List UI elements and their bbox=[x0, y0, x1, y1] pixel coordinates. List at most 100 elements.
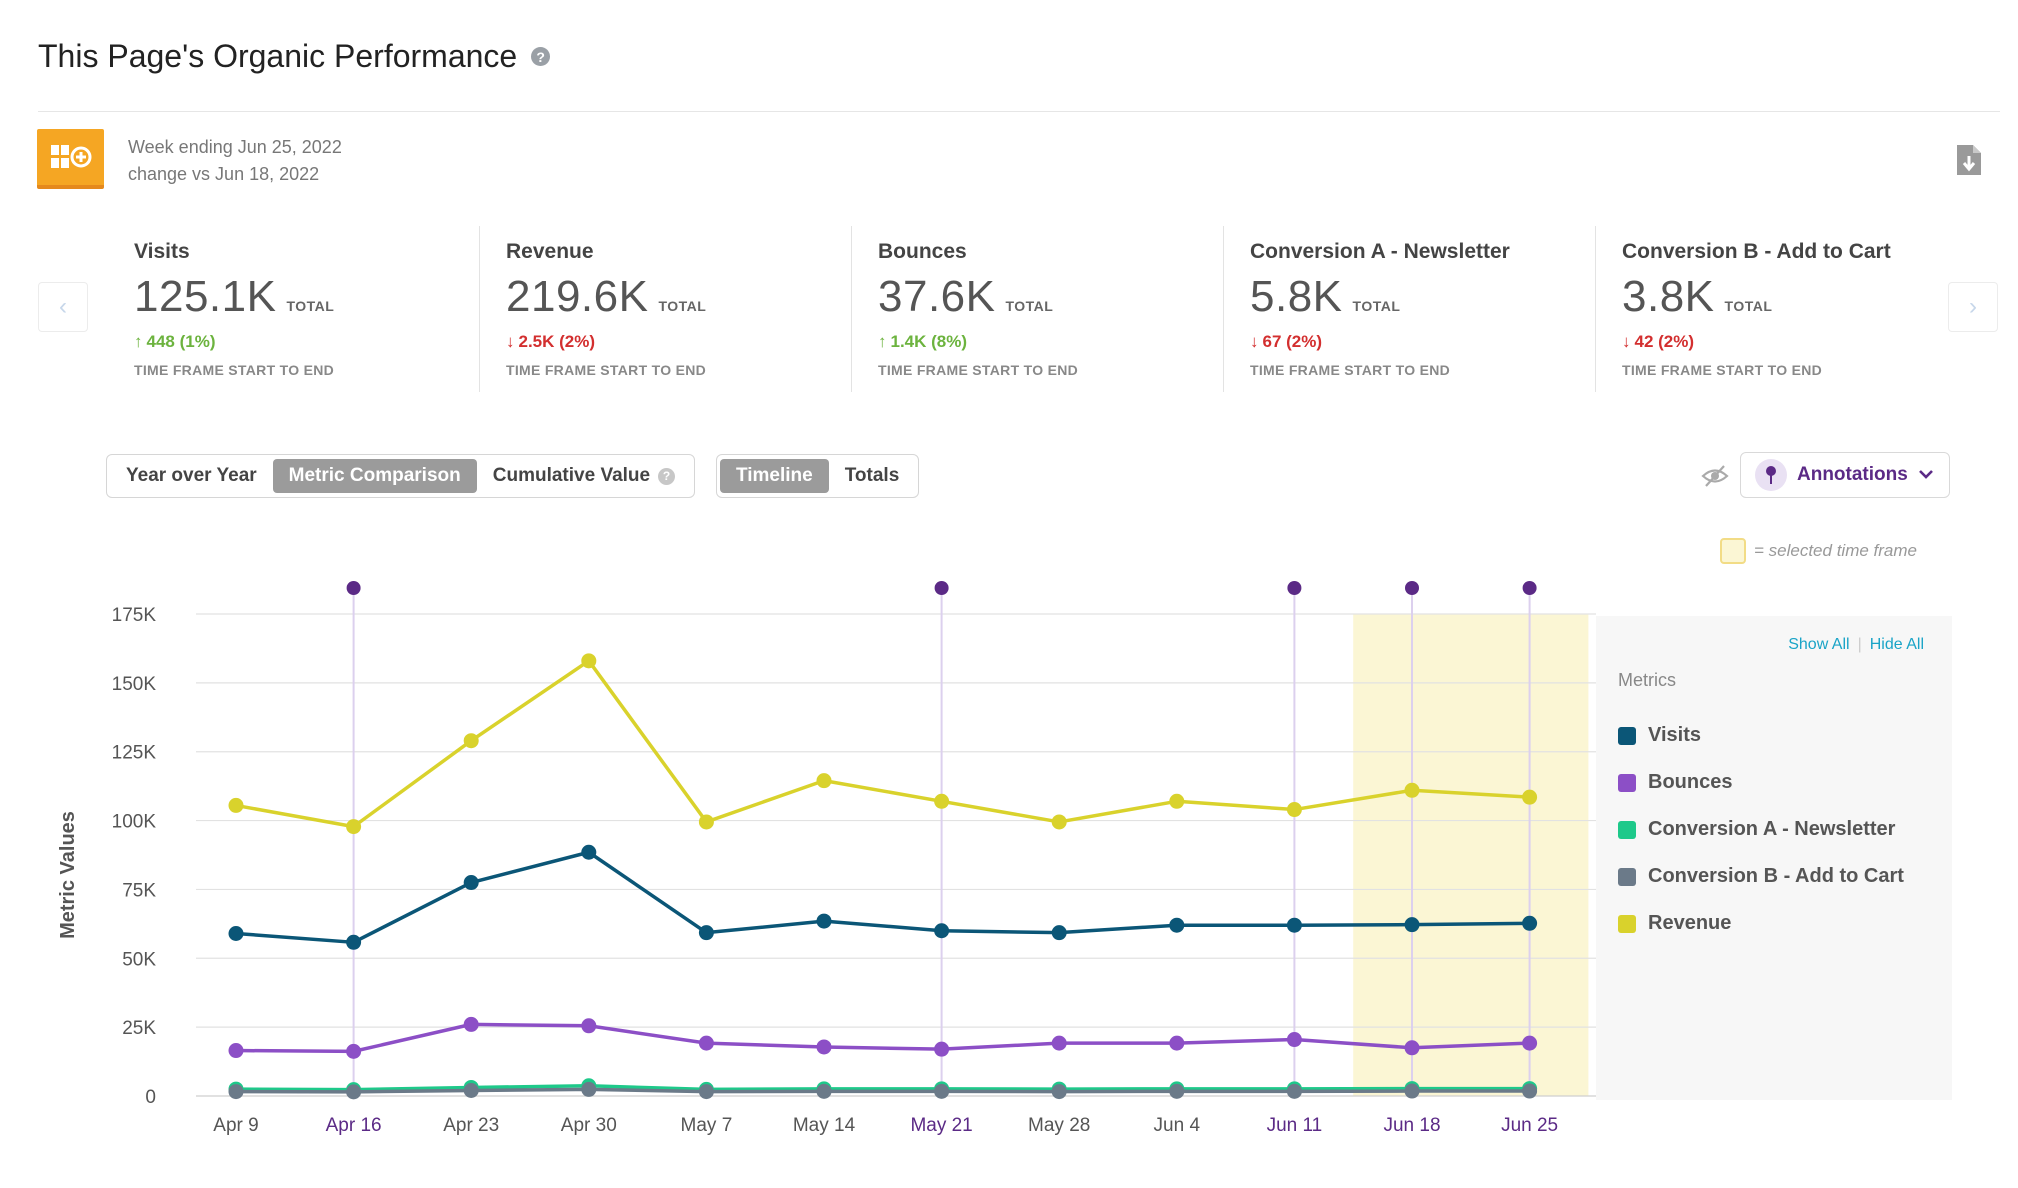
data-point-visits[interactable] bbox=[1286, 917, 1302, 933]
data-point-conversion-b-add-to-cart[interactable] bbox=[463, 1082, 479, 1098]
legend-label: Bounces bbox=[1648, 771, 1733, 793]
data-point-revenue[interactable] bbox=[346, 819, 362, 835]
data-point-visits[interactable] bbox=[463, 875, 479, 891]
tab-timeline[interactable]: Timeline bbox=[720, 459, 829, 493]
data-point-revenue[interactable] bbox=[1404, 782, 1420, 798]
data-point-bounces[interactable] bbox=[1404, 1040, 1420, 1056]
x-tick-label: Apr 9 bbox=[213, 1115, 258, 1136]
data-point-conversion-b-add-to-cart[interactable] bbox=[1169, 1083, 1185, 1099]
arrow-up-icon: ↑ bbox=[878, 332, 887, 351]
y-tick-label: 75K bbox=[122, 880, 156, 901]
legend-item-conversion-a[interactable]: Conversion A - Newsletter bbox=[1618, 806, 1904, 853]
legend-label: Revenue bbox=[1648, 912, 1732, 934]
timeframe-swatch bbox=[1720, 538, 1746, 564]
data-point-conversion-b-add-to-cart[interactable] bbox=[934, 1083, 950, 1099]
data-point-visits[interactable] bbox=[1522, 915, 1538, 931]
kpi-total-label: TOTAL bbox=[1005, 298, 1054, 314]
data-point-visits[interactable] bbox=[228, 925, 244, 941]
legend-separator: | bbox=[1857, 636, 1862, 653]
pin-icon bbox=[1755, 459, 1787, 491]
data-point-conversion-b-add-to-cart[interactable] bbox=[581, 1081, 597, 1097]
data-point-revenue[interactable] bbox=[698, 814, 714, 830]
kpi-card-bounces[interactable]: Bounces 37.6K TOTAL ↑ 1.4K (8%) TIME FRA… bbox=[852, 226, 1224, 392]
data-point-conversion-b-add-to-cart[interactable] bbox=[228, 1084, 244, 1100]
annotation-marker[interactable] bbox=[1287, 581, 1302, 595]
legend-swatch bbox=[1618, 773, 1636, 792]
data-point-bounces[interactable] bbox=[1169, 1035, 1185, 1051]
data-point-bounces[interactable] bbox=[1286, 1032, 1302, 1048]
prev-arrow-button[interactable]: ‹ bbox=[38, 282, 88, 332]
annotation-marker[interactable] bbox=[346, 581, 361, 595]
data-point-bounces[interactable] bbox=[463, 1016, 479, 1032]
data-point-bounces[interactable] bbox=[934, 1041, 950, 1057]
eye-slash-icon[interactable] bbox=[1700, 461, 1730, 491]
data-point-bounces[interactable] bbox=[698, 1035, 714, 1051]
data-point-bounces[interactable] bbox=[581, 1018, 597, 1034]
data-point-bounces[interactable] bbox=[1522, 1035, 1538, 1051]
data-point-revenue[interactable] bbox=[1051, 814, 1067, 830]
arrow-down-icon: ↓ bbox=[506, 332, 515, 351]
data-point-conversion-b-add-to-cart[interactable] bbox=[698, 1084, 714, 1100]
data-point-revenue[interactable] bbox=[934, 793, 950, 809]
data-point-revenue[interactable] bbox=[463, 733, 479, 749]
data-point-visits[interactable] bbox=[816, 913, 832, 929]
series-conversion-a-newsletter bbox=[228, 1078, 1538, 1098]
x-tick-label: Apr 16 bbox=[326, 1115, 382, 1136]
data-point-revenue[interactable] bbox=[228, 797, 244, 813]
data-point-visits[interactable] bbox=[346, 934, 362, 950]
help-icon[interactable]: ? bbox=[531, 47, 551, 66]
data-point-visits[interactable] bbox=[1404, 917, 1420, 933]
file-download-icon[interactable] bbox=[1955, 143, 1983, 177]
kpi-card-conversion-a[interactable]: Conversion A - Newsletter 5.8K TOTAL ↓ 6… bbox=[1224, 226, 1596, 392]
data-point-conversion-b-add-to-cart[interactable] bbox=[1286, 1083, 1302, 1099]
kpi-card-revenue[interactable]: Revenue 219.6K TOTAL ↓ 2.5K (2%) TIME FR… bbox=[480, 226, 852, 392]
data-point-visits[interactable] bbox=[934, 923, 950, 939]
data-point-visits[interactable] bbox=[581, 844, 597, 860]
data-point-conversion-b-add-to-cart[interactable] bbox=[1051, 1084, 1067, 1100]
annotations-button[interactable]: Annotations bbox=[1740, 452, 1950, 498]
legend-item-bounces[interactable]: Bounces bbox=[1618, 759, 1904, 806]
data-point-conversion-b-add-to-cart[interactable] bbox=[1404, 1083, 1420, 1099]
kpi-card-conversion-b[interactable]: Conversion B - Add to Cart 3.8K TOTAL ↓ … bbox=[1596, 226, 1968, 392]
kpi-card-visits[interactable]: Visits 125.1K TOTAL ↑ 448 (1%) TIME FRAM… bbox=[108, 226, 480, 392]
chevron-down-icon bbox=[1918, 464, 1934, 486]
next-arrow-button[interactable]: › bbox=[1948, 282, 1998, 332]
tab-cumulative-value[interactable]: Cumulative Value ? bbox=[477, 459, 691, 493]
y-tick-label: 0 bbox=[145, 1087, 156, 1108]
data-point-visits[interactable] bbox=[1051, 925, 1067, 941]
tab-cumulative-value-label: Cumulative Value bbox=[492, 465, 651, 486]
data-point-bounces[interactable] bbox=[346, 1043, 362, 1059]
tab-metric-comparison[interactable]: Metric Comparison bbox=[272, 459, 477, 493]
data-point-conversion-b-add-to-cart[interactable] bbox=[1522, 1083, 1538, 1099]
arrow-down-icon: ↓ bbox=[1622, 332, 1631, 351]
data-point-bounces[interactable] bbox=[816, 1039, 832, 1055]
tab-year-over-year[interactable]: Year over Year bbox=[126, 465, 257, 486]
data-point-revenue[interactable] bbox=[1286, 802, 1302, 818]
annotation-marker[interactable] bbox=[1405, 581, 1419, 595]
help-icon[interactable]: ? bbox=[658, 467, 676, 485]
hide-all-link[interactable]: Hide All bbox=[1869, 636, 1924, 653]
data-point-bounces[interactable] bbox=[228, 1043, 244, 1059]
data-point-conversion-b-add-to-cart[interactable] bbox=[346, 1084, 362, 1100]
data-point-conversion-b-add-to-cart[interactable] bbox=[816, 1083, 832, 1099]
data-point-visits[interactable] bbox=[1169, 917, 1185, 933]
legend-item-visits[interactable]: Visits bbox=[1618, 712, 1904, 759]
data-point-visits[interactable] bbox=[698, 925, 714, 941]
data-point-revenue[interactable] bbox=[816, 773, 832, 789]
legend-item-revenue[interactable]: Revenue bbox=[1618, 900, 1904, 947]
data-point-bounces[interactable] bbox=[1051, 1035, 1067, 1051]
annotation-marker[interactable] bbox=[1522, 581, 1537, 595]
view-mode-toggle: Year over Year Metric Comparison Cumulat… bbox=[106, 454, 696, 498]
selected-timeframe-band bbox=[1353, 614, 1589, 1096]
kpi-subtitle: TIME FRAME START TO END bbox=[1622, 362, 1823, 378]
legend-item-conversion-b[interactable]: Conversion B - Add to Cart bbox=[1618, 853, 1904, 900]
kpi-delta-value: 67 (2%) bbox=[1262, 332, 1323, 351]
data-point-revenue[interactable] bbox=[581, 653, 597, 669]
annotation-marker[interactable] bbox=[934, 581, 949, 595]
show-all-link[interactable]: Show All bbox=[1788, 636, 1850, 653]
series-bounces bbox=[228, 1016, 1538, 1059]
series-revenue bbox=[228, 653, 1538, 835]
data-point-revenue[interactable] bbox=[1522, 789, 1538, 805]
tab-totals[interactable]: Totals bbox=[844, 465, 900, 486]
data-point-revenue[interactable] bbox=[1169, 793, 1185, 809]
